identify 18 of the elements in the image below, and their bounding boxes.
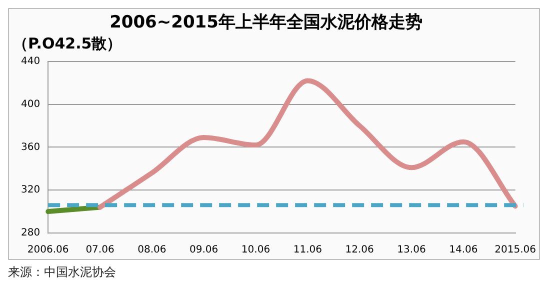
x-tick-label: 11.06 [293, 244, 322, 256]
source-note: 来源：中国水泥协会 [8, 264, 117, 281]
x-tick-label: 07.06 [86, 244, 114, 256]
chart-subtitle: （P.O42.5散） [13, 34, 122, 52]
y-tick-label: 320 [20, 184, 40, 196]
y-tick-label: 440 [20, 56, 40, 67]
y-tick-label: 400 [20, 98, 40, 110]
x-tick-label: 2006.06 [27, 244, 69, 256]
x-tick-label: 2015.06 [494, 244, 536, 256]
x-tick-label: 12.06 [345, 244, 374, 256]
x-tick-label: 09.06 [190, 244, 218, 256]
y-tick-label: 360 [20, 142, 40, 153]
chart-title: 2006~2015年上半年全国水泥价格走势 [110, 12, 422, 33]
x-tick-label: 13.06 [397, 244, 426, 256]
y-tick-label: 280 [20, 228, 40, 239]
x-tick-label: 10.06 [241, 244, 270, 256]
x-tick-label: 08.06 [138, 244, 166, 256]
x-tick-label: 14.06 [449, 244, 478, 256]
